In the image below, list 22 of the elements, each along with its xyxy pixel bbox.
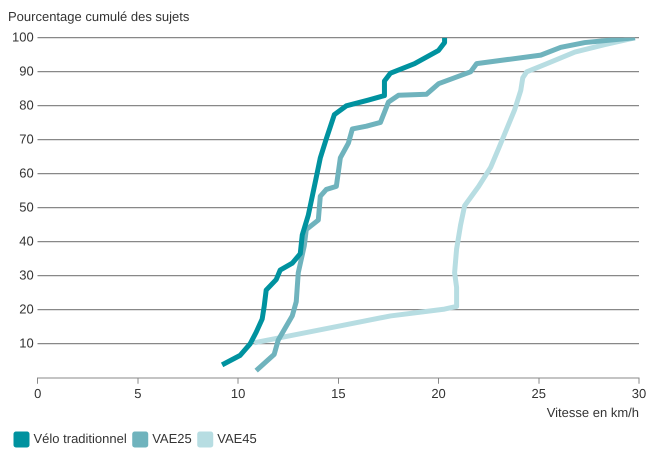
x-tick-label: 0	[34, 386, 42, 402]
legend-label: VAE45	[217, 431, 257, 446]
x-tick-label: 30	[632, 386, 646, 402]
y-axis-title: Pourcentage cumulé des sujets	[8, 8, 190, 26]
x-tick-label: 10	[230, 386, 246, 402]
legend-label: Vélo traditionnel	[34, 431, 127, 446]
y-tick-label: 80	[19, 97, 34, 112]
y-tick-label: 40	[19, 233, 34, 248]
x-axis-title: Vitesse en km/h	[546, 404, 639, 420]
legend-label: VAE25	[152, 431, 192, 446]
y-tick-label: 90	[19, 63, 34, 78]
x-tick-label: 5	[134, 386, 142, 402]
x-tick-label: 15	[331, 386, 346, 402]
y-tick-label: 50	[19, 199, 34, 214]
x-tick-label: 25	[532, 386, 546, 402]
y-tick-label: 100	[12, 29, 34, 44]
y-tick-label: 60	[19, 165, 34, 180]
y-tick-label: 70	[19, 131, 34, 146]
y-tick-label: 20	[19, 301, 34, 316]
y-tick-label: 30	[19, 267, 34, 282]
x-tick-label: 20	[431, 386, 446, 402]
y-tick-label: 10	[19, 335, 34, 350]
